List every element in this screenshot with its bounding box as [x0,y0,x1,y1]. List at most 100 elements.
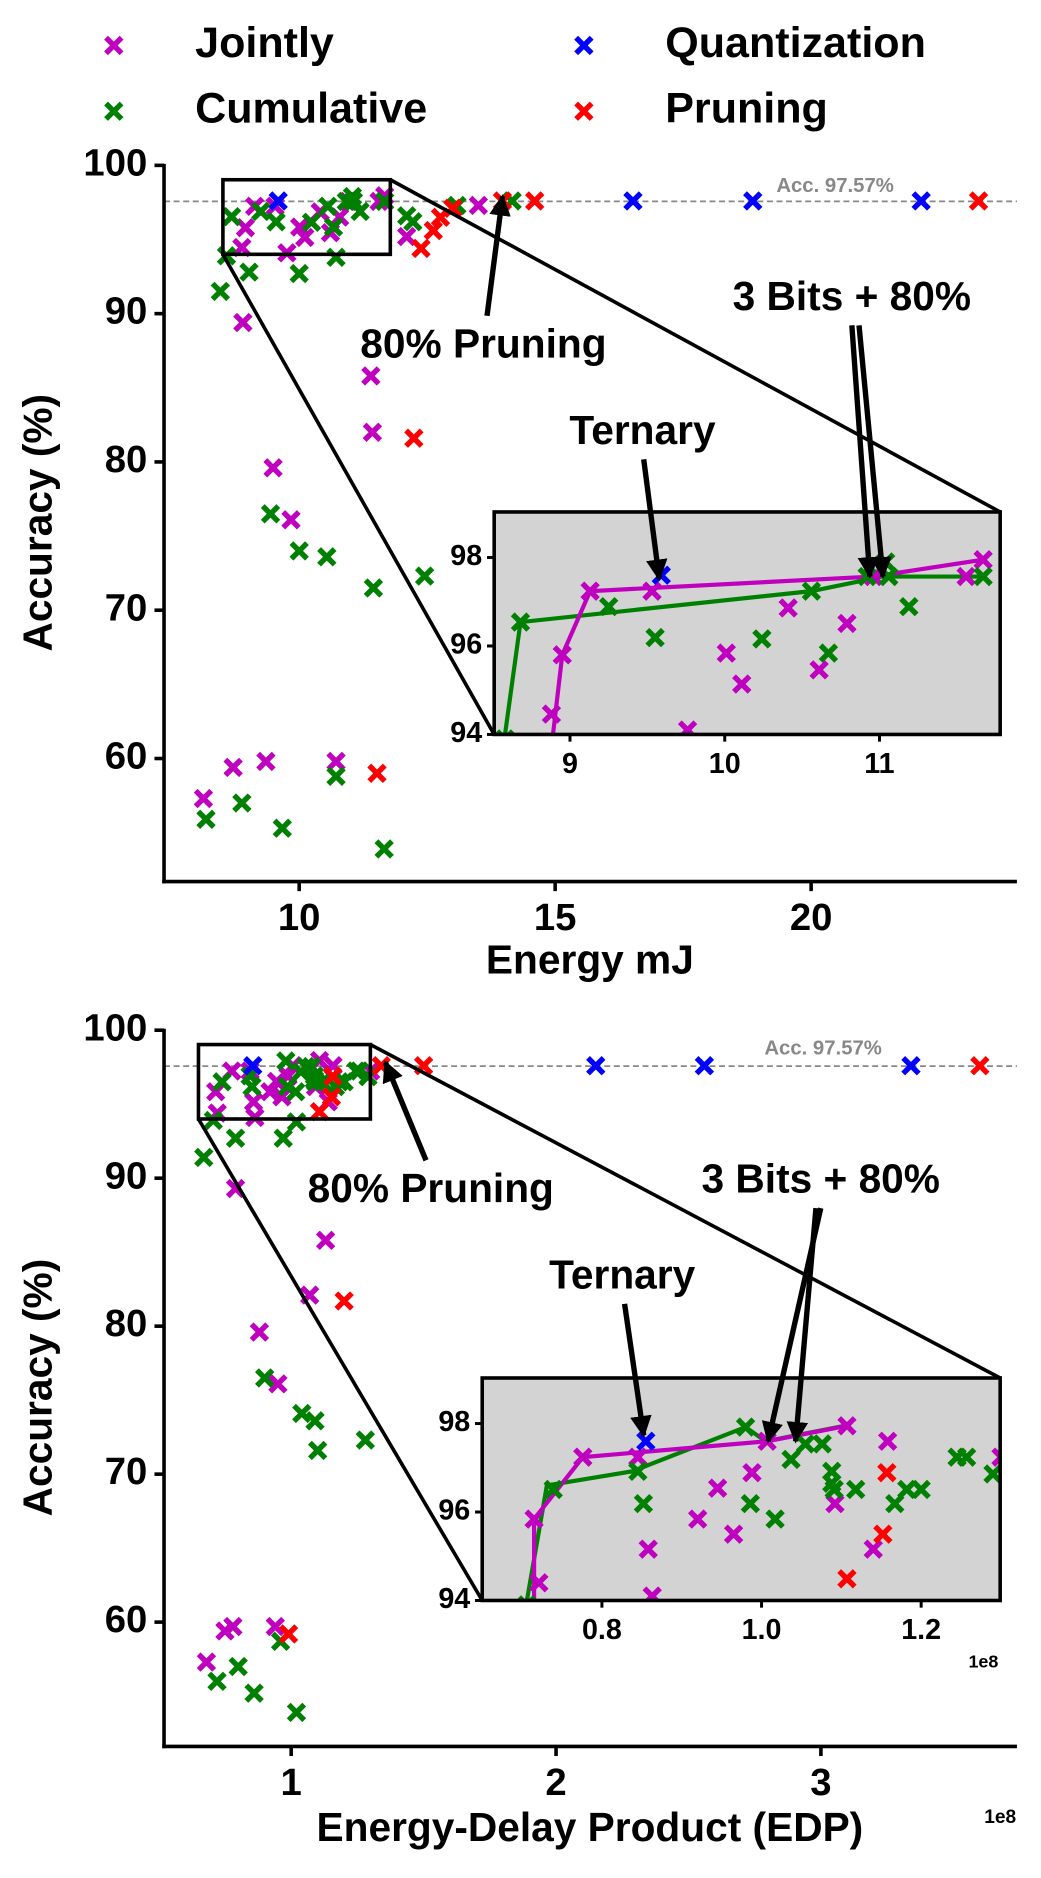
inset-point [541,704,562,724]
zoom-connector [389,178,1002,514]
point [362,422,383,442]
inset-point [638,1539,658,1559]
x-tick-label: 1 [281,1761,302,1804]
annotation: 3 Bits + 80% [733,273,971,319]
annotation-arrow [786,1207,819,1444]
point [323,217,344,237]
annotation-arrow [621,1303,652,1438]
inset-x-tick-label: 1.2 [901,1614,941,1646]
y-tick-label: 70 [105,586,148,629]
point [289,263,309,284]
legend-label: Pruning [665,85,828,133]
inset-point [824,1479,844,1500]
point [272,818,292,838]
point [411,238,431,259]
point [210,281,231,302]
point [212,1072,232,1092]
inset-point [735,1417,756,1437]
inset-point [599,596,619,617]
inset-point [877,1462,897,1483]
inset-point [716,643,736,663]
inset-point [829,733,843,735]
point [225,1128,246,1148]
legend-marker [574,35,594,56]
point [194,1147,214,1168]
inset-y-tick-label: 94 [438,1583,470,1615]
inset-point [818,643,839,663]
point [292,1403,312,1424]
point [326,766,346,786]
inset-plot [517,1416,1001,1601]
inset-point [837,1416,857,1436]
point [244,1683,264,1703]
point [363,578,384,598]
inset-point [846,1479,866,1500]
point [309,1102,330,1122]
reference-label: Acc. 97.57% [764,1037,882,1059]
point [228,1656,248,1677]
inset-point [529,1573,549,1593]
point [281,510,301,530]
point [317,547,337,567]
inset-y-tick-label: 98 [450,540,482,572]
inset-point [573,1447,593,1467]
inset-point [973,550,993,570]
point [315,1230,336,1251]
point [326,247,346,267]
y-tick-label: 60 [105,1598,148,1641]
inset-point [524,1509,544,1529]
y-tick-label: 80 [105,438,148,481]
annotation-arrow [641,458,668,582]
inset-background [482,1377,1001,1601]
y-tick-label: 70 [105,1450,148,1493]
point [221,206,242,227]
inset-point [723,1524,744,1544]
inset-frame [480,1376,1002,1603]
annotation: Ternary [569,407,716,453]
inset-point [956,1447,977,1467]
inset-x-tick-label: 10 [709,748,741,780]
point [286,1082,306,1102]
inset-point [991,1447,1001,1467]
x-tick-label: 10 [278,896,321,939]
point [305,1411,325,1431]
y-tick-label: 100 [83,1006,147,1049]
inset-point [837,613,857,634]
inset-frame [492,510,1002,737]
point [243,1092,264,1112]
inset-point [973,566,993,587]
inset-point [863,1539,883,1559]
legend-marker [574,101,594,121]
y-tick-label: 100 [83,141,147,184]
inset-point [543,1479,563,1500]
inset-y-tick-label: 96 [450,629,482,661]
inset-x-offset-label: 1e8 [968,1651,998,1671]
point [286,1112,307,1132]
point [361,366,381,386]
y-axis-label: Accuracy (%) [15,1259,61,1517]
point [193,788,214,809]
inset-point [809,660,829,680]
inset-point [899,596,919,617]
point [743,191,763,211]
point [342,186,363,207]
point [404,428,424,448]
legend-label: Quantization [665,19,926,67]
legend-marker [104,101,124,121]
inset-point [873,1524,893,1544]
x-tick-label: 2 [545,1761,566,1804]
inset-point [633,1493,654,1514]
annotation-arrow [382,1060,429,1162]
point [423,220,443,241]
point [468,195,489,216]
point [911,191,931,211]
inset-point [752,629,772,649]
annotation: Ternary [549,1251,696,1297]
inset-point [778,598,798,618]
point [586,1056,606,1076]
point [414,566,435,586]
inset-point [552,645,572,665]
inset-x-tick-label: 0.8 [582,1614,622,1646]
x-axis-label: Energy-Delay Product (EDP) [317,1804,864,1850]
